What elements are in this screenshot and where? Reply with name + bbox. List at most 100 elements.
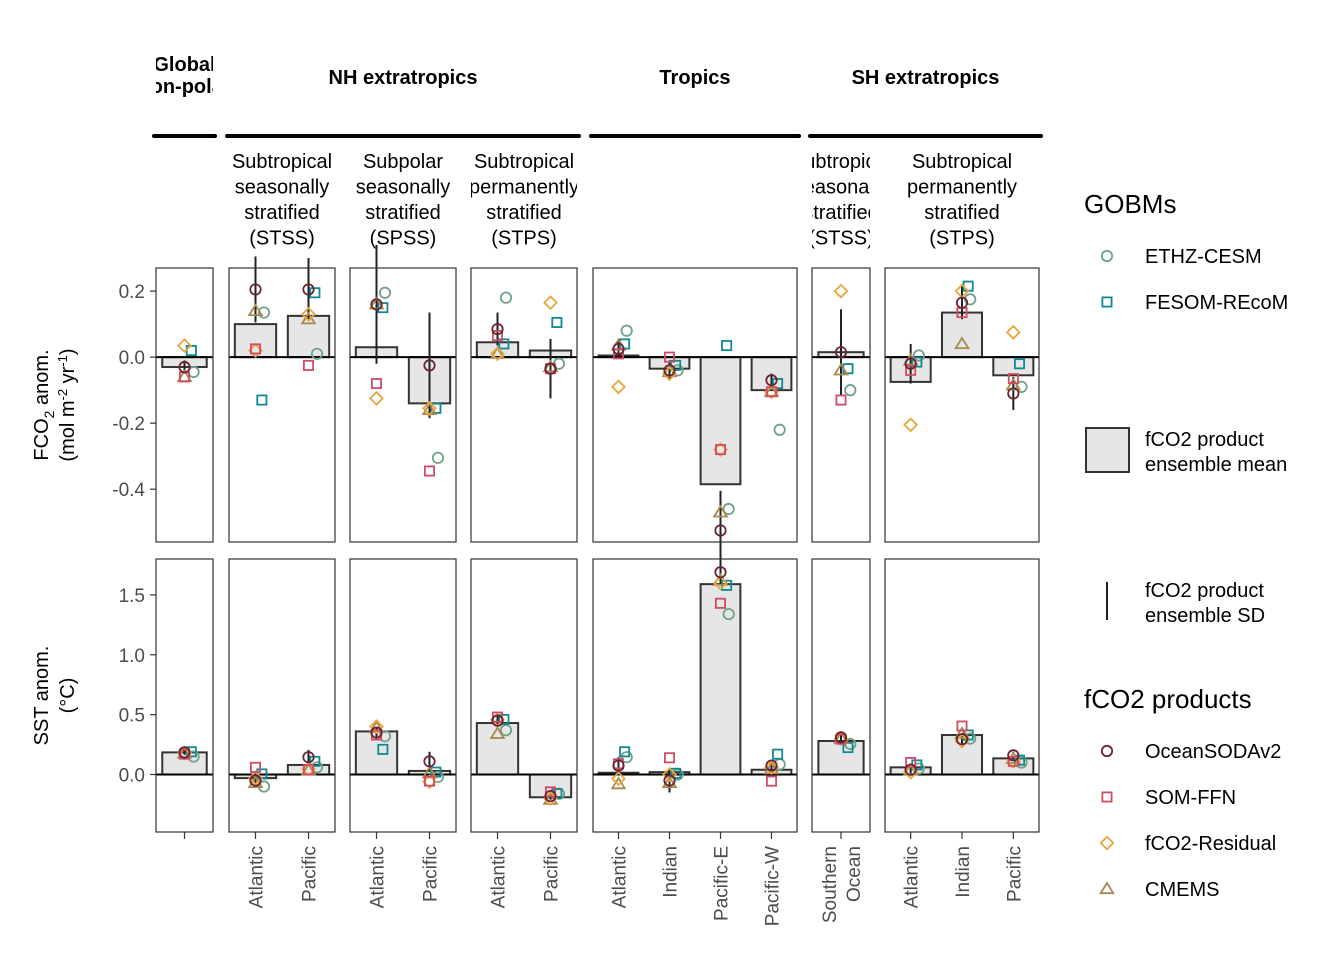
biome-label-group: Subtropical seasonally stratified (STSS) bbox=[803, 151, 879, 250]
point-cmems bbox=[954, 726, 970, 739]
x-tick-label: Ocean bbox=[844, 846, 865, 902]
y-tick-label: -0.4 bbox=[112, 480, 145, 501]
point-fco2-residual bbox=[662, 767, 677, 782]
biome-label: Subtropical bbox=[474, 151, 574, 173]
x-tick-label: Atlantic bbox=[610, 846, 631, 908]
bar-ensemble-mean bbox=[233, 323, 278, 359]
legend-sd-label: fCO2 product bbox=[1145, 580, 1264, 602]
point-cmems bbox=[712, 504, 729, 518]
legend-key-fesom-recom bbox=[1101, 296, 1113, 308]
point-cmems bbox=[489, 726, 506, 739]
biome-label: permanently bbox=[469, 177, 579, 199]
point-ethz-cesm bbox=[257, 306, 271, 319]
biome-label: permanently bbox=[907, 177, 1017, 199]
panel bbox=[349, 558, 457, 833]
point-fesom-recom bbox=[619, 746, 631, 758]
point-som-ffn bbox=[766, 775, 778, 787]
legend-products-title: fCO2 products bbox=[1084, 684, 1252, 714]
biome-label-group: Subtropical permanently stratified (STPS) bbox=[469, 151, 579, 250]
region-label-group: NH extratropics bbox=[329, 67, 478, 89]
point-som-ffn bbox=[370, 378, 382, 390]
point-cmems bbox=[489, 346, 506, 359]
point-ethz-cesm bbox=[722, 502, 735, 516]
point-oceansodav2 bbox=[423, 359, 436, 372]
biome-label: (STPS) bbox=[929, 228, 995, 250]
region-label: non-polar bbox=[138, 76, 230, 98]
bar-ensemble-mean bbox=[817, 740, 865, 776]
point-fco2-residual bbox=[369, 719, 384, 735]
y-tick-label: 0.0 bbox=[119, 766, 145, 787]
point-fesom-recom bbox=[962, 280, 974, 292]
bar-ensemble-mean bbox=[699, 356, 742, 486]
point-som-ffn bbox=[249, 343, 261, 355]
panel-border bbox=[592, 558, 798, 833]
legend-item-label: FESOM-REcoM bbox=[1145, 292, 1288, 314]
panel-border bbox=[811, 267, 871, 543]
point-fesom-recom bbox=[772, 748, 784, 760]
point-oceansodav2 bbox=[249, 774, 262, 787]
region-label-group: Tropics bbox=[659, 67, 730, 89]
panel bbox=[155, 558, 214, 833]
x-tick-label: Pacific bbox=[421, 846, 442, 902]
bar-ensemble-mean bbox=[286, 314, 331, 359]
point-som-ffn bbox=[664, 351, 676, 363]
panel bbox=[592, 267, 798, 571]
point-oceansodav2 bbox=[663, 774, 676, 787]
point-fco2-residual bbox=[369, 390, 384, 406]
legend-bar-key bbox=[1085, 427, 1130, 473]
point-oceansodav2 bbox=[904, 763, 917, 776]
bar-ensemble-mean bbox=[940, 311, 984, 359]
point-oceansodav2 bbox=[302, 283, 315, 296]
point-oceansodav2 bbox=[955, 733, 969, 746]
point-oceansodav2 bbox=[612, 342, 625, 355]
point-cmems bbox=[368, 296, 385, 310]
biome-label: stratified bbox=[803, 202, 879, 224]
panel-border bbox=[228, 558, 336, 833]
biome-label: (STSS) bbox=[249, 228, 315, 250]
point-cmems bbox=[954, 336, 970, 350]
point-oceansodav2 bbox=[1007, 749, 1020, 762]
point-som-ffn bbox=[835, 394, 847, 406]
x-tick-label: Pacific bbox=[1004, 846, 1025, 902]
legend-item-label: SOM-FFN bbox=[1145, 787, 1236, 809]
point-som-ffn bbox=[249, 761, 261, 773]
biome-label: (STPS) bbox=[491, 228, 557, 250]
point-ethz-cesm bbox=[773, 423, 786, 436]
point-fesom-recom bbox=[498, 338, 510, 350]
panel-border bbox=[155, 267, 214, 543]
point-som-ffn bbox=[491, 330, 503, 342]
point-fco2-residual bbox=[177, 338, 192, 354]
point-som-ffn bbox=[1007, 755, 1019, 767]
panel bbox=[155, 267, 214, 543]
biome-label-group: Subtropical seasonally stratified (STSS) bbox=[232, 151, 332, 250]
point-fesom-recom bbox=[721, 340, 733, 352]
y-tick-label: 0.0 bbox=[119, 348, 145, 369]
x-tick-label: Southern bbox=[820, 846, 841, 923]
biome-label: Subtropical bbox=[232, 151, 332, 173]
point-fesom-recom bbox=[911, 356, 923, 368]
y-tick-label: 1.0 bbox=[119, 646, 145, 667]
point-ethz-cesm bbox=[310, 347, 324, 360]
point-fco2-residual bbox=[301, 306, 316, 322]
point-fesom-recom bbox=[377, 743, 389, 755]
panel bbox=[349, 244, 457, 543]
y-axis-label-line1: FCO2 anom. bbox=[31, 349, 57, 460]
point-fco2-residual bbox=[833, 283, 849, 299]
x-tick-label: Pacific bbox=[542, 846, 563, 902]
point-ethz-cesm bbox=[378, 286, 392, 299]
biome-label-group: Subtropical permanently stratified (STPS) bbox=[907, 151, 1017, 250]
panel bbox=[228, 558, 336, 833]
point-fesom-recom bbox=[498, 713, 510, 725]
point-fco2-residual bbox=[954, 733, 970, 749]
point-fesom-recom bbox=[670, 767, 682, 779]
biome-label: Subtropical bbox=[912, 151, 1012, 173]
legend-item-label: OceanSODAv2 bbox=[1145, 741, 1281, 763]
point-oceansodav2 bbox=[663, 364, 676, 377]
point-cmems bbox=[247, 303, 264, 317]
biome-label-group: Subpolar seasonally stratified (SPSS) bbox=[356, 151, 451, 250]
point-cmems bbox=[1005, 377, 1022, 391]
point-ethz-cesm bbox=[431, 451, 445, 464]
x-tick-label: Pacific-W bbox=[763, 846, 784, 926]
legend-key-ethz-cesm bbox=[1100, 249, 1114, 263]
